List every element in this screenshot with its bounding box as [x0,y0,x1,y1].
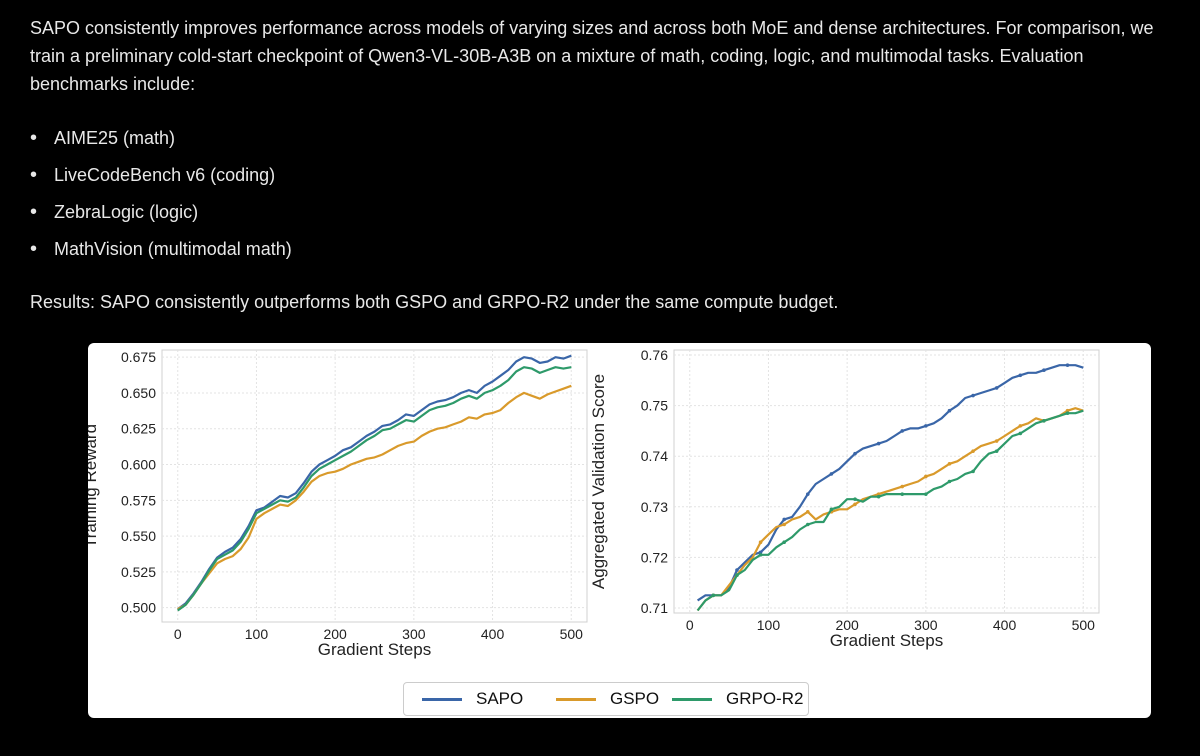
list-item: MathVision (multimodal math) [30,235,292,272]
legend-label-gspo: GSPO [610,689,660,708]
chart2-series-gspo-point [1065,408,1070,413]
chart2-y-tick-label: 0.74 [641,448,668,464]
chart2-series-grpo-r2-point [829,507,834,512]
chart2-y-tick-label: 0.72 [641,549,668,565]
chart2-series-grpo-r2-point [876,494,881,499]
chart2-series-gspo-point [924,474,928,479]
chart2-series-gspo-point [947,461,952,466]
chart1-series-grpo-r2-line [177,366,572,612]
chart2-series-sapo-point [900,429,905,433]
chart2-y-axis-label: Aggregated Validation Score [589,374,608,589]
chart2-series-sapo-point [758,550,763,555]
chart2-series-sapo-point [994,386,999,390]
chart2-series-gspo-point [994,439,999,443]
chart2-x-tick-label: 0 [686,617,694,633]
chart2-series-grpo-r2-point [758,553,763,557]
legend-swatch-gspo [556,697,596,701]
chart1-y-tick-label: 0.625 [121,421,156,437]
chart2-x-axis-label: Gradient Steps [830,631,943,650]
chart2-series-sapo-point [1065,363,1070,367]
chart1-x-tick-label: 200 [323,626,347,642]
chart2-series-grpo-r2-point [924,492,928,496]
chart2-series-sapo-point [853,451,857,456]
chart2-series-grpo-r2-point [711,593,716,598]
chart2-series-grpo-r2-point [735,573,739,577]
legend-item-grpo: GRPO-R2 [672,683,803,715]
chart2-series-grpo-r2-point [994,449,999,453]
list-item: AIME25 (math) [30,124,292,161]
chart2-series-sapo-point [782,517,786,522]
chart2-series-grpo-r2-point [782,540,786,544]
chart1-y-tick-label: 0.500 [121,600,156,616]
legend-label-grpo: GRPO-R2 [726,689,804,708]
chart1-x-tick-label: 400 [481,626,505,642]
chart2-series-sapo-point [876,441,881,446]
results-paragraph: Results: SAPO consistently outperforms b… [30,292,839,312]
chart2-series-grpo-r2-point [805,522,810,527]
chart2-y-tick-label: 0.71 [641,600,668,616]
intro-paragraph: SAPO consistently improves performance a… [30,18,1154,94]
chart2-series-gspo-point [853,502,857,507]
chart1-plot-area [161,349,588,623]
chart1-y-tick-label: 0.600 [121,457,156,473]
chart1-series-gspo-line [177,384,572,611]
benchmark-list: AIME25 (math) LiveCodeBench v6 (coding) … [30,124,292,272]
list-item: ZebraLogic (logic) [30,198,292,235]
chart1-y-tick-label: 0.675 [121,349,156,365]
chart1-x-axis-label: Gradient Steps [318,640,431,659]
chart1-y-tick-label: 0.550 [121,528,156,544]
chart2-x-tick-label: 400 [993,617,1017,633]
chart2-series-grpo-r2-point [947,479,952,484]
chart2-series-gspo-point [758,540,763,544]
chart2-y-tick-label: 0.73 [641,499,668,515]
chart2-series-grpo-r2-point [1018,431,1023,436]
chart1-y-tick-label: 0.525 [121,564,156,580]
chart2-series-grpo-r2-point [1042,419,1046,423]
chart2-x-tick-label: 500 [1072,617,1096,633]
chart-legend: SAPO GSPO GRPO-R2 [403,682,809,716]
chart1-x-tick-label: 300 [402,626,426,642]
chart2-y-tick-label: 0.76 [641,347,668,363]
chart2-series-sapo-point [805,492,810,496]
chart2-x-tick-label: 200 [835,617,859,633]
chart2-series-sapo-point [971,393,975,398]
chart2-series-sapo-point [829,472,834,476]
charts-svg: 0 100 200 300 400 500 0.500 0.525 0.550 0.575 0.60… [88,347,1100,659]
chart2-series-gspo-point [782,522,786,527]
chart2-x-tick-label: 300 [914,617,938,633]
chart2-series-sapo-point [1042,368,1046,373]
chart2-series-gspo-point [876,492,881,496]
legend-swatch-grpo [672,697,712,701]
chart2-series-sapo-point [924,424,928,428]
chart2-series-grpo-r2-point [971,469,975,474]
chart2-series-grpo-r2-point [900,492,905,496]
chart1-y-tick-label: 0.575 [121,492,156,508]
chart2-series-grpo-r2-point [853,497,857,502]
chart2-series-gspo-point [971,449,975,453]
chart2-series-sapo-point [947,408,952,413]
legend-swatch-sapo [422,697,462,701]
list-item: LiveCodeBench v6 (coding) [30,161,292,198]
chart2-series-sapo-point [1018,373,1023,378]
chart2-series-sapo-point [735,568,739,572]
legend-item-gspo: GSPO [556,683,659,715]
legend-item-sapo: SAPO [422,683,523,715]
chart2-series-gspo-point [1018,424,1023,428]
chart1-x-tick-label: 100 [245,626,269,642]
chart2-y-tick-label: 0.75 [641,398,668,414]
chart1-series-sapo-line [177,354,572,610]
chart2-series-gspo-point [805,510,810,514]
chart2-series-gspo-point [900,484,905,489]
chart1-y-axis-label: Training Reward [88,424,100,548]
chart2-x-tick-label: 100 [757,617,781,633]
legend-label-sapo: SAPO [476,689,524,708]
chart1-x-tick-label: 500 [560,626,584,642]
chart2-series-grpo-r2-point [1065,411,1070,416]
chart1-y-tick-label: 0.650 [121,385,156,401]
chart1-x-tick-label: 0 [174,626,182,642]
chart-figure: 0 100 200 300 400 500 0.500 0.525 0.550 0.575 0.60… [88,343,1151,718]
